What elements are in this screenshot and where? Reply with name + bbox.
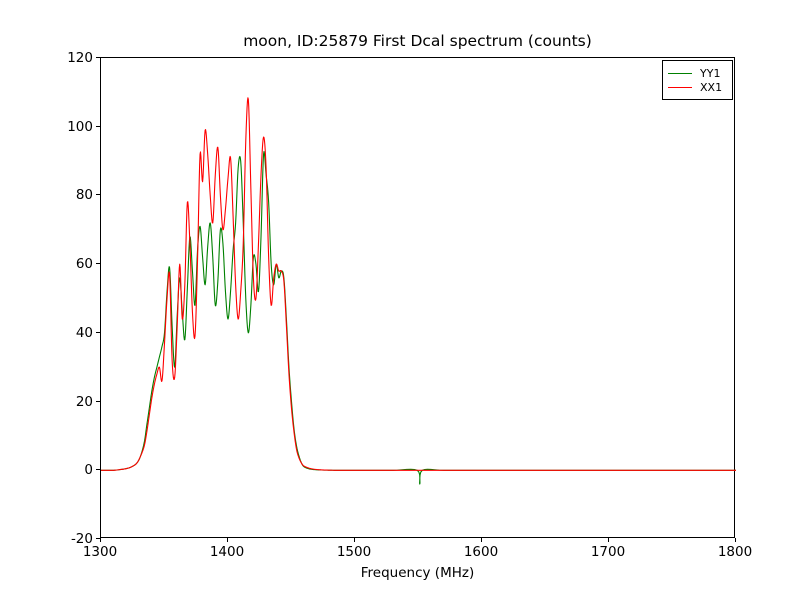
- legend-item-yy1[interactable]: YY1: [668, 66, 726, 80]
- x-tick-label: 1400: [209, 544, 245, 560]
- legend-label-yy1: YY1: [700, 66, 721, 80]
- y-tick-mark: [96, 331, 100, 333]
- y-tick-label: -20: [70, 531, 93, 547]
- data-series-group: [101, 97, 736, 485]
- x-tick-mark: [227, 538, 228, 542]
- y-tick-mark: [96, 538, 100, 539]
- x-tick-label: 1500: [336, 544, 372, 560]
- y-tick-mark: [96, 263, 100, 265]
- y-tick-label: 0: [84, 462, 93, 479]
- y-tick-label: 60: [75, 256, 93, 273]
- legend-item-xx1[interactable]: XX1: [668, 80, 726, 94]
- legend: YY1 XX1: [662, 60, 733, 100]
- spectrum-plot: [101, 97, 736, 485]
- y-tick-label: 100: [67, 118, 93, 135]
- series-line-xx1: [101, 97, 736, 471]
- y-tick-mark: [96, 125, 100, 127]
- legend-swatch-yy1: [668, 72, 692, 74]
- plot-area: [100, 57, 736, 538]
- x-tick-label: 1300: [82, 544, 118, 560]
- y-tick-label: 40: [75, 324, 93, 341]
- x-tick-mark: [354, 538, 355, 542]
- x-tick-label: 1600: [463, 544, 499, 560]
- page-title: moon, ID:25879 First Dcal spectrum (coun…: [243, 32, 592, 50]
- y-tick-mark: [96, 469, 100, 471]
- x-tick-mark: [100, 538, 101, 542]
- y-tick-mark: [96, 400, 100, 402]
- legend-swatch-xx1: [668, 86, 692, 88]
- y-tick-label: 120: [67, 50, 93, 66]
- y-tick-mark: [96, 57, 100, 58]
- legend-label-xx1: XX1: [700, 80, 723, 94]
- x-tick-label: 1800: [717, 544, 753, 560]
- x-tick-mark: [481, 538, 482, 542]
- x-tick-label: 1700: [590, 544, 626, 560]
- y-tick-label: 80: [75, 187, 93, 204]
- x-axis-label: Frequency (MHz): [360, 565, 475, 581]
- y-tick-label: 20: [75, 393, 93, 410]
- x-tick-mark: [735, 538, 736, 542]
- y-tick-mark: [96, 194, 100, 196]
- x-tick-mark: [608, 538, 609, 542]
